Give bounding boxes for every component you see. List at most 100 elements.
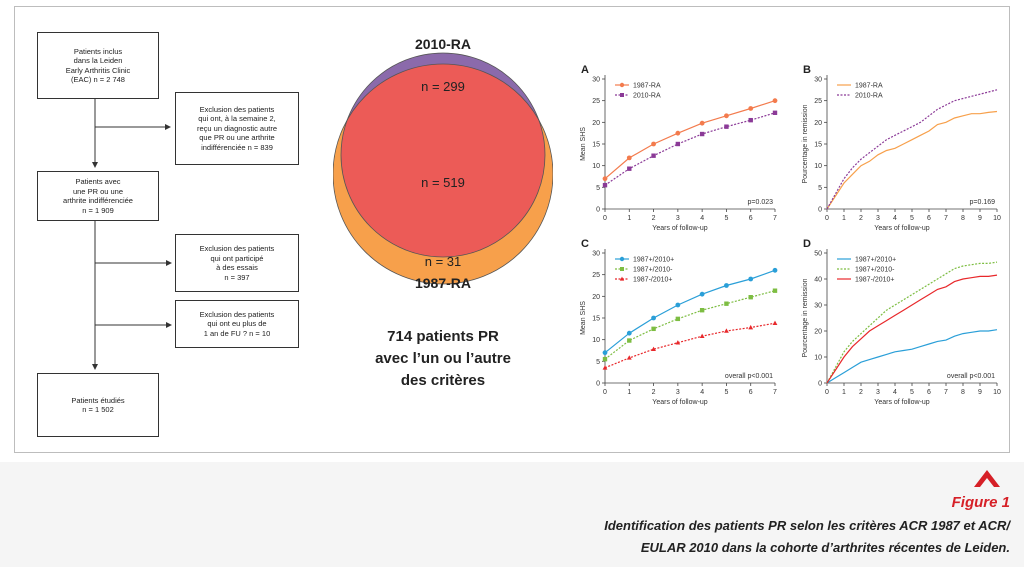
- y-tick-label: 0: [818, 381, 822, 388]
- caption-line-1: Identification des patients PR selon les…: [604, 518, 1010, 533]
- y-tick-label: 10: [592, 337, 600, 344]
- y-tick-label: 30: [592, 251, 600, 258]
- logo-icon: [974, 470, 1000, 487]
- series-line-0: [826, 110, 998, 210]
- data-point: [748, 295, 753, 300]
- chart-panel-c: C 0 5 10 15 20 25 30 0 1 2 3 4 5 6 7 Years of follow-up M…: [580, 238, 778, 406]
- y-tick-label: 40: [814, 277, 822, 284]
- venn-count-both: n = 519: [421, 175, 465, 190]
- panel-letter: D: [803, 238, 811, 250]
- x-tick-label: 0: [603, 389, 607, 396]
- y-tick-label: 20: [814, 120, 822, 127]
- legend-label-1: 1987+/2010-: [855, 267, 895, 274]
- caption-line-2: EULAR 2010 dans la cohorte d’arthrites r…: [640, 540, 1010, 555]
- data-point: [748, 106, 754, 111]
- data-point: [626, 330, 632, 336]
- data-point: [772, 320, 778, 325]
- x-tick-label: 5: [910, 215, 914, 222]
- legend-marker: [619, 82, 625, 88]
- legend-marker: [620, 267, 624, 271]
- x-tick-label: 6: [927, 389, 931, 396]
- data-point: [675, 340, 681, 345]
- data-point: [699, 120, 705, 126]
- x-tick-label: 7: [773, 215, 777, 222]
- x-axis-label: Years of follow-up: [874, 225, 929, 232]
- y-tick-label: 30: [814, 303, 822, 310]
- panel-letter: C: [581, 238, 589, 250]
- legend-label-1: 1987+/2010-: [633, 267, 673, 274]
- series-line-1: [826, 261, 998, 384]
- x-tick-label: 4: [700, 215, 704, 222]
- y-tick-label: 30: [592, 77, 600, 84]
- data-point: [675, 141, 681, 147]
- data-point: [699, 333, 705, 338]
- data-point: [602, 365, 608, 370]
- series-line-1: [826, 89, 998, 210]
- series-line-2: [604, 322, 776, 369]
- y-tick-label: 25: [592, 98, 600, 105]
- series-line-1: [604, 290, 776, 360]
- data-point: [626, 155, 632, 161]
- data-point: [651, 315, 656, 321]
- data-point: [602, 176, 608, 182]
- p-value-annotation: p=0.023: [748, 199, 774, 206]
- y-tick-label: 0: [818, 207, 822, 214]
- data-point: [651, 346, 656, 351]
- panel-letter: A: [581, 64, 589, 76]
- x-tick-label: 2: [859, 215, 863, 222]
- series-line-0: [826, 329, 998, 384]
- data-point: [626, 355, 632, 360]
- x-tick-label: 6: [927, 215, 931, 222]
- venn-count-1987-only: n = 31: [425, 254, 462, 269]
- x-tick-label: 2: [652, 215, 656, 222]
- data-point: [627, 166, 632, 171]
- y-tick-label: 15: [592, 316, 600, 323]
- x-tick-label: 5: [724, 215, 728, 222]
- y-tick-label: 10: [814, 355, 822, 362]
- x-tick-label: 9: [978, 389, 982, 396]
- x-tick-label: 7: [944, 389, 948, 396]
- x-tick-label: 2: [859, 389, 863, 396]
- flow-box-excluded-diagnosis: Exclusion des patients qui ont, à la sem…: [175, 92, 299, 165]
- legend-marker: [619, 256, 625, 262]
- figure-panel: Patients inclus dans la Leiden Early Art…: [14, 6, 1010, 453]
- data-point: [748, 324, 754, 330]
- legend-label-0: 1987-RA: [855, 83, 883, 90]
- data-point: [772, 98, 778, 104]
- data-point: [724, 124, 729, 129]
- x-tick-label: 6: [749, 215, 753, 222]
- venn-diagram: 2010-RA n = 299 n = 519 n = 31 1987-RA 7…: [333, 36, 553, 389]
- series-line-0: [604, 269, 776, 354]
- x-tick-label: 1: [842, 389, 846, 396]
- data-point: [651, 141, 656, 147]
- x-tick-label: 8: [961, 215, 965, 222]
- data-point: [772, 267, 778, 273]
- y-tick-label: 20: [814, 329, 822, 336]
- y-tick-label: 25: [814, 98, 822, 105]
- data-point: [627, 338, 632, 343]
- y-tick-label: 10: [592, 163, 600, 170]
- flow-box-excluded-followup: Exclusion des patients qui ont eu plus d…: [175, 300, 299, 348]
- y-tick-label: 20: [592, 294, 600, 301]
- y-tick-label: 0: [596, 381, 600, 388]
- data-point: [602, 350, 608, 356]
- legend-marker: [620, 93, 624, 97]
- data-point: [651, 153, 656, 158]
- y-tick-label: 15: [814, 142, 822, 149]
- y-tick-label: 25: [592, 272, 600, 279]
- x-tick-label: 4: [893, 215, 897, 222]
- p-value-annotation: overall p<0.001: [725, 373, 773, 380]
- x-tick-label: 0: [825, 215, 829, 222]
- flow-box-included: Patients inclus dans la Leiden Early Art…: [37, 32, 159, 99]
- x-tick-label: 5: [724, 389, 728, 396]
- data-point: [748, 276, 754, 282]
- x-tick-label: 1: [627, 215, 631, 222]
- x-tick-label: 6: [749, 389, 753, 396]
- chart-panel-d: D 0 10 20 30 40 50 0 1 2 3 4 5 6 7 8 9 10 Years of follow-…: [802, 238, 1001, 406]
- flow-box-excluded-trials: Exclusion des patients qui ont participé…: [175, 234, 299, 292]
- y-tick-label: 30: [814, 77, 822, 84]
- x-tick-label: 7: [773, 389, 777, 396]
- y-tick-label: 0: [596, 207, 600, 214]
- data-point: [772, 288, 778, 293]
- data-point: [675, 302, 681, 308]
